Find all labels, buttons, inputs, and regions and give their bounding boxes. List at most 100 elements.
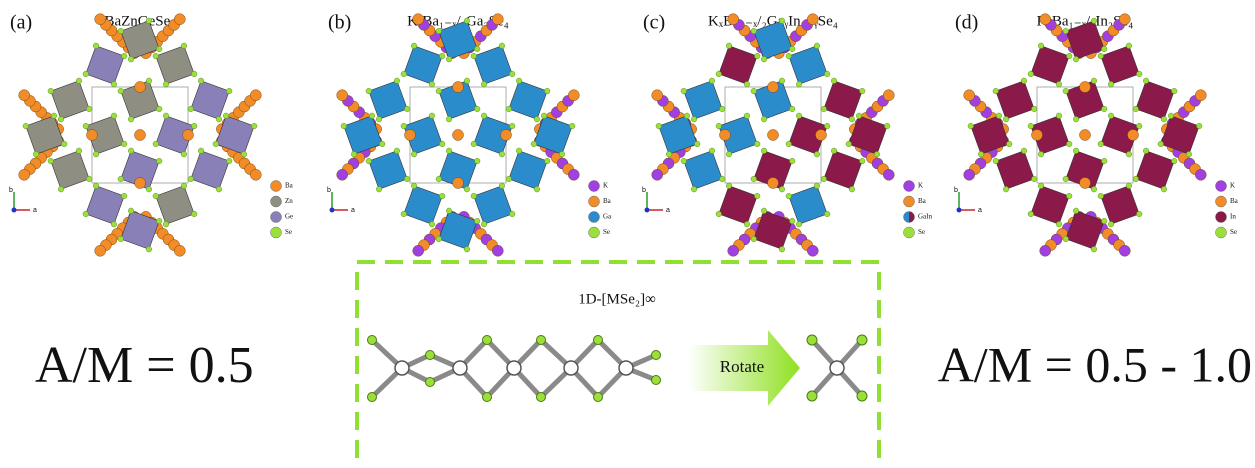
selenium — [1125, 151, 1132, 158]
selenium — [761, 147, 768, 154]
selenium — [796, 221, 803, 228]
polyhedron — [50, 150, 90, 190]
cation — [568, 89, 580, 101]
selenium — [400, 210, 407, 217]
cation — [174, 13, 186, 25]
selenium — [1066, 193, 1073, 200]
selenium — [93, 42, 100, 49]
selenium — [789, 45, 796, 52]
selenium — [992, 88, 999, 95]
selenium — [778, 186, 785, 193]
cation — [1119, 245, 1131, 257]
chain-box — [355, 260, 881, 468]
legend-swatch — [588, 195, 600, 208]
axis-c — [11, 207, 17, 213]
cation — [1031, 129, 1043, 141]
selenium — [1090, 17, 1097, 24]
selenium — [778, 77, 785, 84]
polyhedron — [788, 45, 828, 85]
selenium — [93, 151, 100, 158]
selenium — [463, 17, 470, 24]
cation — [883, 169, 895, 181]
cation — [94, 13, 106, 25]
selenium — [778, 246, 785, 253]
selenium — [481, 221, 488, 228]
selenium — [163, 81, 170, 88]
polyhedron — [190, 150, 230, 190]
selenium — [435, 235, 442, 242]
selenium — [754, 140, 761, 147]
cation — [883, 89, 895, 101]
selenium — [1031, 105, 1038, 112]
selenium — [379, 140, 386, 147]
selenium — [117, 88, 124, 95]
cation — [651, 169, 663, 181]
selenium — [1157, 140, 1164, 147]
cation — [134, 81, 146, 93]
selenium — [365, 158, 372, 165]
legend-label: Se — [285, 228, 292, 236]
selenium — [1108, 112, 1115, 119]
selenium — [223, 112, 230, 119]
structure — [336, 13, 580, 257]
polyhedron — [1100, 185, 1140, 225]
cation — [651, 89, 663, 101]
panel-title: KₓBa₁₋ₓ/₂In₂Se₄ — [1037, 13, 1134, 29]
legend-label: Se — [603, 228, 610, 236]
selenium — [785, 140, 792, 147]
selenium — [856, 112, 863, 119]
selenium — [544, 158, 551, 165]
polyhedron — [155, 45, 195, 85]
selenium — [117, 175, 124, 182]
polyhedron — [753, 210, 793, 250]
selenium — [754, 193, 761, 200]
axis-label: a — [33, 207, 37, 214]
cation — [336, 89, 348, 101]
selenium — [404, 105, 411, 112]
selenium — [435, 175, 442, 182]
axis-label: a — [666, 207, 670, 214]
rotate-arrow — [688, 330, 800, 406]
selenium — [163, 112, 170, 119]
selenium — [533, 186, 540, 193]
cation — [492, 13, 504, 25]
legend-swatch — [270, 211, 282, 223]
selenium — [1055, 112, 1062, 119]
polyhedron — [995, 80, 1035, 120]
selenium — [1143, 147, 1150, 154]
polyhedron — [995, 150, 1035, 190]
selenium — [750, 28, 757, 35]
structure — [18, 13, 262, 257]
selenium — [393, 147, 400, 154]
cation — [1119, 13, 1131, 25]
polyhedron — [683, 80, 723, 120]
legend-label: Ba — [603, 197, 612, 205]
selenium — [1143, 77, 1150, 84]
selenium — [474, 218, 481, 225]
axis-c — [956, 207, 962, 213]
cation — [815, 129, 827, 141]
selenium — [530, 140, 537, 147]
legend-label: Ga — [603, 213, 612, 221]
selenium — [404, 175, 411, 182]
structure — [963, 13, 1207, 257]
selenium — [1101, 45, 1108, 52]
polyhedron — [473, 45, 513, 85]
panel-label: (a) — [10, 12, 32, 34]
polyhedron — [508, 150, 548, 190]
selenium — [1062, 28, 1069, 35]
selenium — [156, 158, 163, 165]
selenium — [198, 77, 205, 84]
selenium — [813, 151, 820, 158]
selenium — [340, 123, 347, 130]
polyhedron — [1065, 20, 1105, 60]
legend-label: Se — [918, 228, 925, 236]
polyhedron — [120, 210, 160, 250]
legend-label: K — [1230, 182, 1235, 190]
selenium — [498, 182, 505, 189]
selenium — [117, 235, 124, 242]
axis-label: b — [954, 187, 958, 194]
selenium — [683, 112, 690, 119]
cation — [86, 129, 98, 141]
